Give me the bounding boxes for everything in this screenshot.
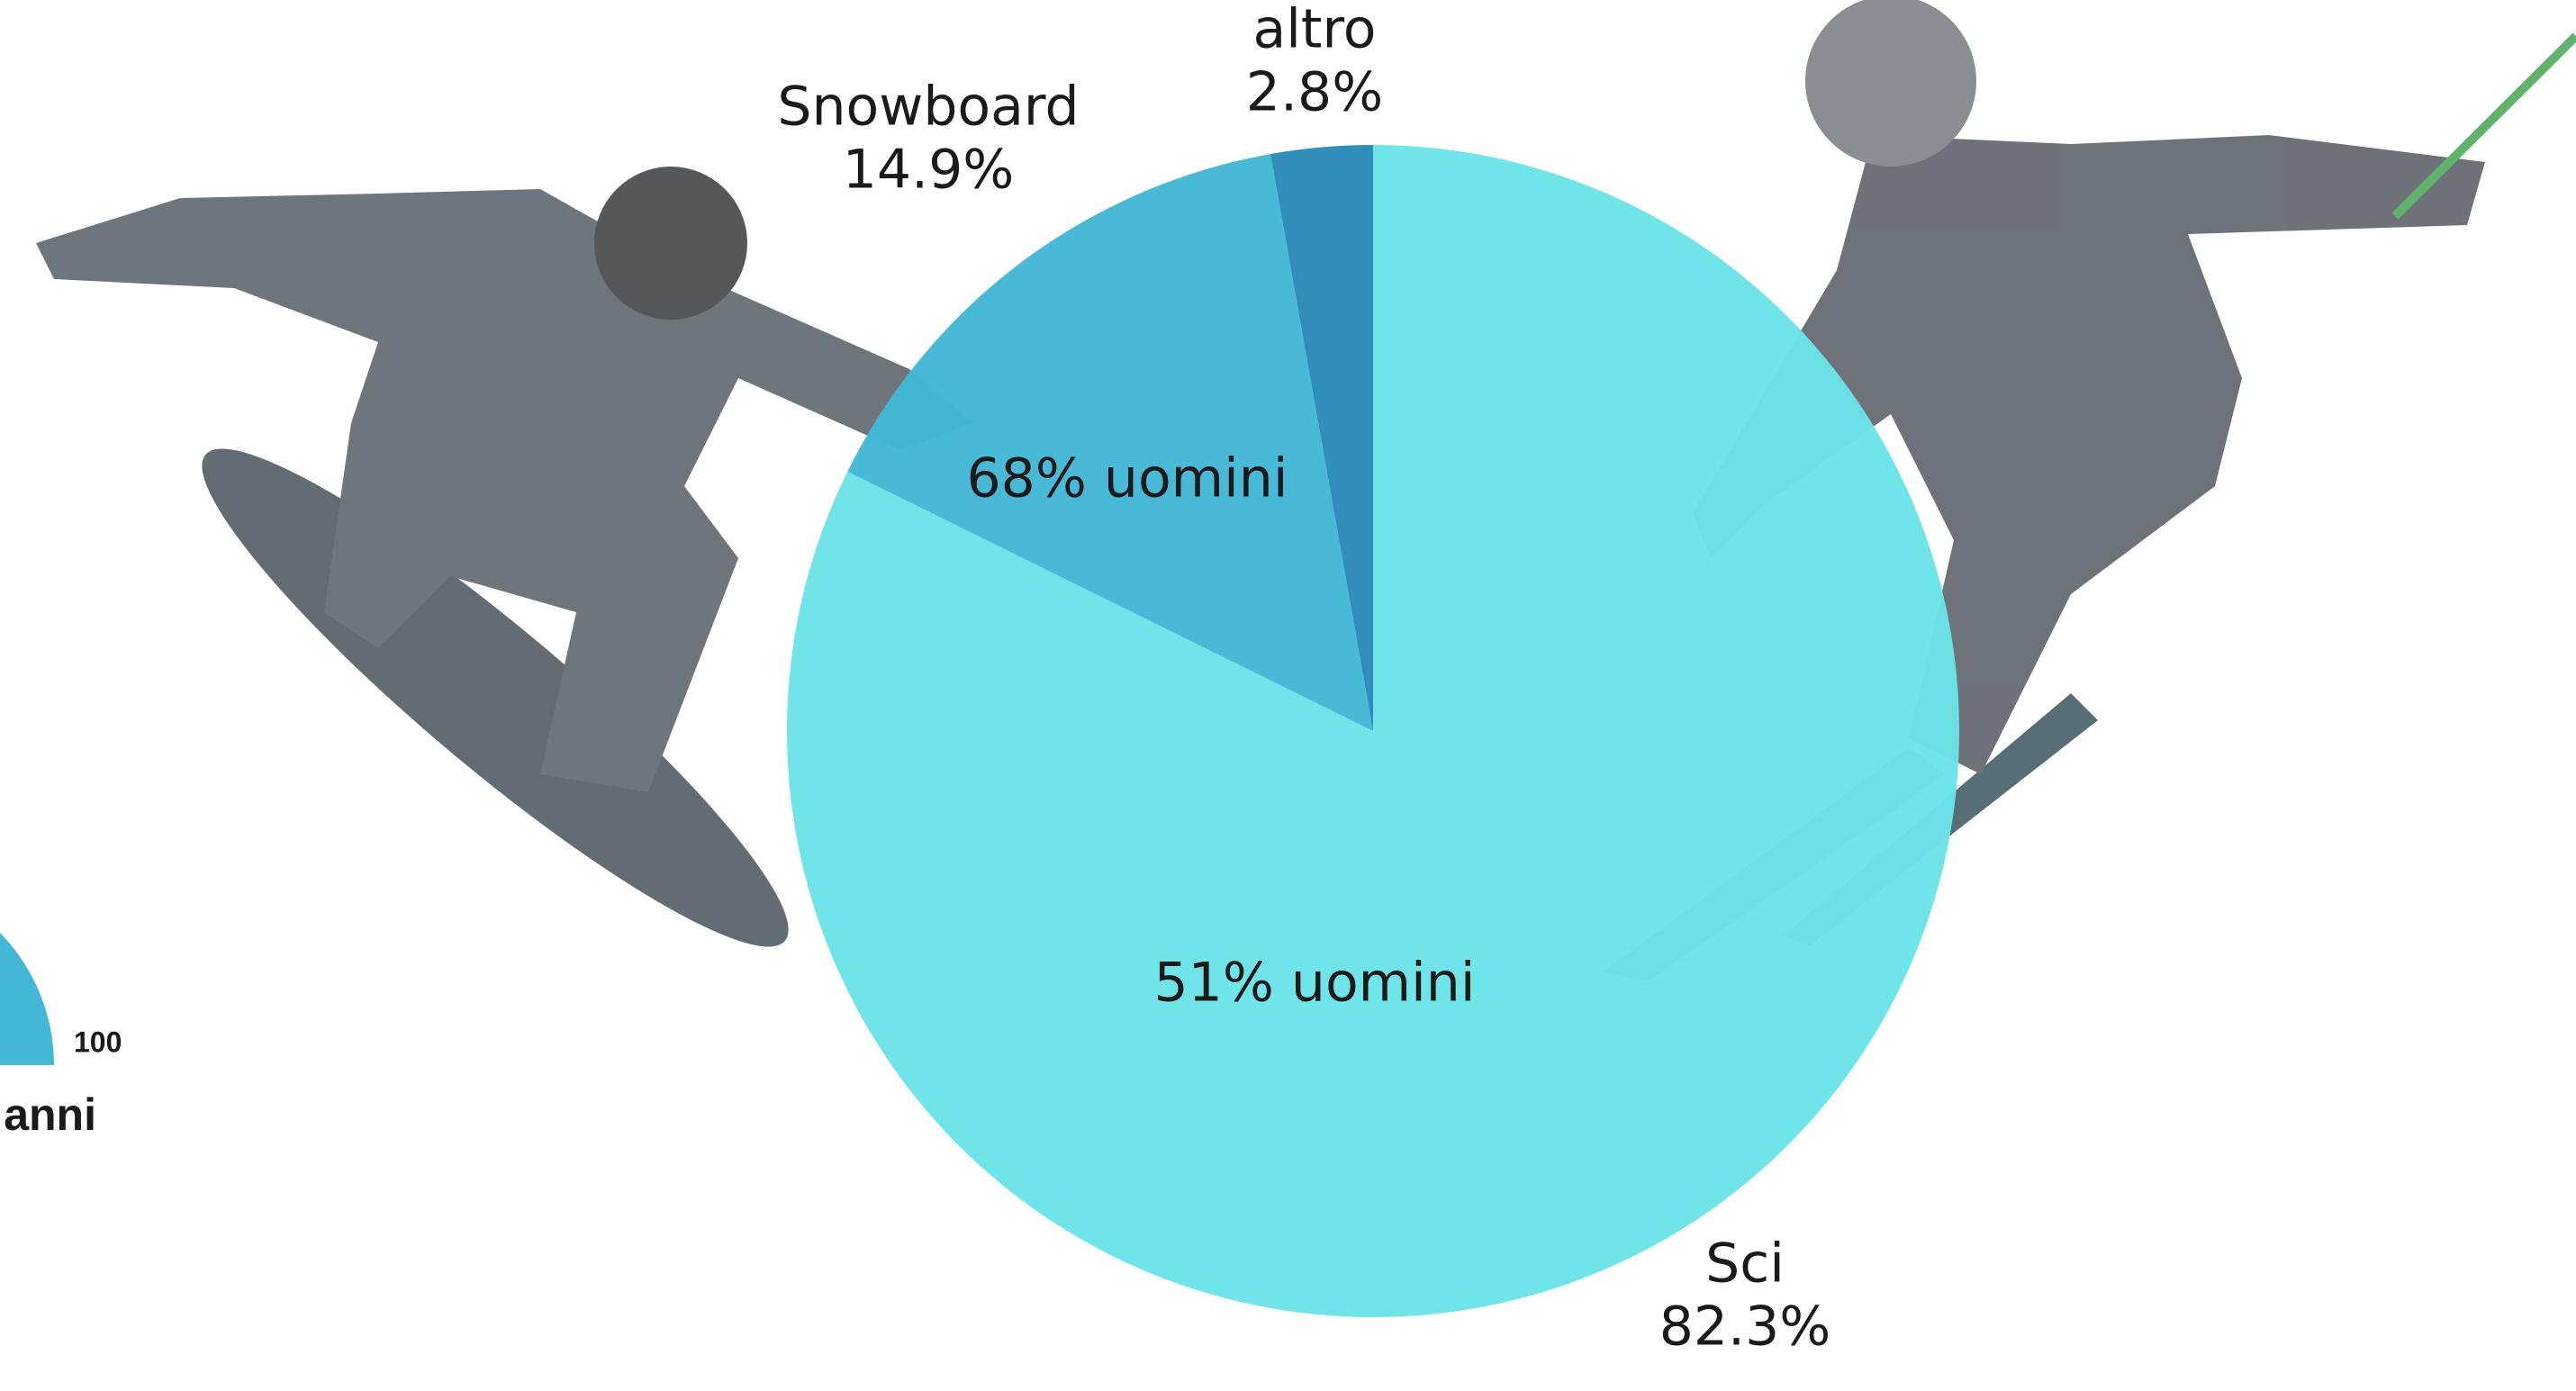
annotation: 51% uomini bbox=[1154, 952, 1476, 1015]
slice-label: Snowboard bbox=[777, 76, 1079, 139]
snowboarder-illustration bbox=[36, 167, 972, 947]
pie-slice bbox=[1270, 145, 1373, 731]
gauge-arc bbox=[0, 933, 54, 1065]
slice-value-label: 14.9% bbox=[843, 139, 1015, 202]
pie-slice bbox=[847, 154, 1373, 732]
slice-value-label: 2.8% bbox=[1246, 61, 1383, 124]
annotation: 68% uomini bbox=[967, 447, 1288, 510]
gauge-label: anni bbox=[4, 1089, 96, 1140]
slice-label: altro bbox=[1252, 0, 1376, 61]
slice-label: Sci bbox=[1705, 1233, 1785, 1296]
slice-value-label: 82.3% bbox=[1659, 1296, 1831, 1359]
gauge-tick-label: 100 bbox=[74, 1025, 122, 1058]
